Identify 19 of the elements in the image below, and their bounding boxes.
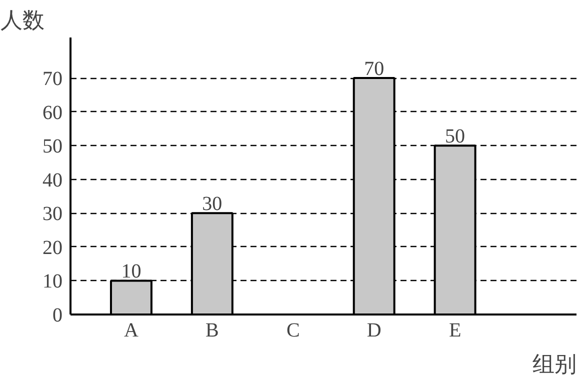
x-tick-label: D <box>366 320 382 342</box>
x-tick-label: A <box>124 320 139 342</box>
x-axis-title: 组别 <box>532 352 576 376</box>
y-tick-label: 0 <box>52 304 62 326</box>
y-tick-label: 10 <box>42 270 62 293</box>
y-tick-label: 60 <box>42 102 62 124</box>
data-label: 10 <box>121 260 142 283</box>
y-tick-label: 40 <box>42 169 62 192</box>
y-tick-label: 20 <box>42 236 62 259</box>
x-tick-label: C <box>286 320 300 342</box>
y-tick-label: 50 <box>42 136 62 158</box>
x-tick-label: B <box>206 320 219 342</box>
y-tick-label: 70 <box>42 68 62 90</box>
y-axis-title: 人数 <box>0 8 44 32</box>
y-tick-label: 30 <box>42 203 62 226</box>
data-label: 70 <box>364 58 384 80</box>
data-label: 50 <box>445 126 466 148</box>
x-tick-label: E <box>448 320 462 342</box>
data-label: 30 <box>202 193 222 216</box>
